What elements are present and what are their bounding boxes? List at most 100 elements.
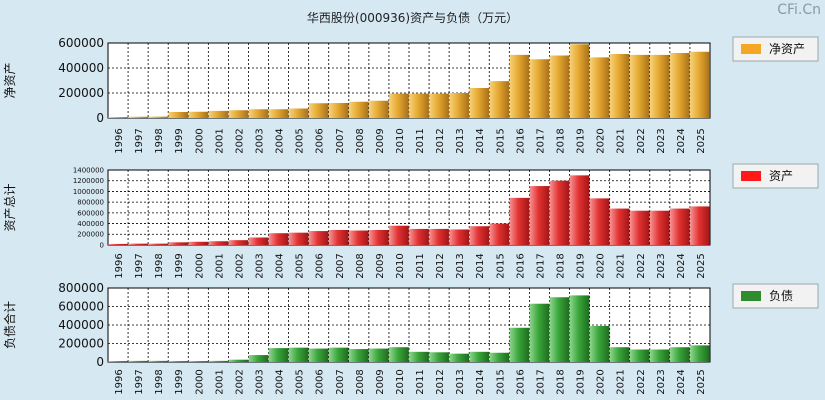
y-tick-label: 200000 bbox=[58, 337, 104, 351]
x-tick-label: 2009 bbox=[375, 369, 386, 394]
bar-liabilities-2001 bbox=[208, 360, 229, 362]
bar-net-assets-2018 bbox=[549, 55, 570, 118]
bar-liabilities-1998 bbox=[148, 360, 168, 362]
bar-assets-2017 bbox=[529, 186, 550, 245]
chart-title: 华西股份(000936)资产与负债（万元） bbox=[306, 11, 519, 25]
bar-net-assets-2001 bbox=[208, 110, 229, 118]
bar-liabilities-2018 bbox=[549, 297, 570, 362]
x-tick-label: 2012 bbox=[435, 369, 446, 394]
bar-assets-2008 bbox=[349, 230, 369, 245]
bar-liabilities-2006 bbox=[308, 348, 329, 362]
x-tick-label: 2022 bbox=[636, 369, 647, 394]
x-tick-label: 2008 bbox=[355, 369, 366, 394]
bar-assets-1998 bbox=[148, 243, 168, 245]
bar-assets-2025 bbox=[690, 206, 710, 245]
bar-liabilities-2005 bbox=[288, 347, 309, 362]
bar-net-assets-2025 bbox=[690, 51, 710, 118]
bar-assets-2023 bbox=[650, 210, 670, 245]
bar-liabilities-2024 bbox=[670, 347, 690, 362]
x-tick-label: 2010 bbox=[395, 369, 406, 394]
x-tick-label: 2025 bbox=[696, 369, 707, 394]
x-tick-label: 2014 bbox=[475, 128, 486, 153]
bar-net-assets-2003 bbox=[248, 109, 269, 118]
bar-liabilities-2020 bbox=[589, 325, 610, 362]
x-tick-label: 2011 bbox=[415, 253, 426, 278]
bar-assets-2020 bbox=[589, 198, 610, 245]
x-tick-label: 2013 bbox=[455, 128, 466, 153]
bar-assets-2013 bbox=[449, 229, 469, 245]
bar-net-assets-2012 bbox=[429, 93, 449, 118]
x-tick-label: 2008 bbox=[355, 128, 366, 153]
x-tick-label: 2013 bbox=[455, 253, 466, 278]
x-tick-label: 2007 bbox=[335, 369, 346, 394]
bar-assets-2014 bbox=[469, 226, 490, 245]
bar-assets-2005 bbox=[288, 232, 309, 245]
x-tick-label: 2003 bbox=[255, 369, 266, 394]
x-tick-label: 2024 bbox=[676, 369, 687, 394]
x-tick-label: 2004 bbox=[275, 128, 286, 153]
y-tick-label: 1000000 bbox=[73, 188, 104, 196]
bar-net-assets-2011 bbox=[409, 93, 429, 118]
x-tick-label: 2007 bbox=[335, 253, 346, 278]
x-tick-label: 2015 bbox=[495, 253, 506, 278]
x-tick-label: 2022 bbox=[636, 253, 647, 278]
x-tick-label: 2002 bbox=[234, 128, 245, 153]
x-tick-label: 2007 bbox=[335, 128, 346, 153]
bar-net-assets-2016 bbox=[509, 54, 530, 118]
y-tick-label: 0 bbox=[100, 241, 104, 249]
bar-liabilities-2002 bbox=[228, 359, 249, 362]
x-tick-label: 2014 bbox=[475, 253, 486, 278]
bar-assets-2002 bbox=[228, 240, 249, 245]
x-tick-label: 2000 bbox=[194, 369, 205, 394]
x-tick-label: 2024 bbox=[676, 253, 687, 278]
x-tick-label: 2018 bbox=[556, 128, 567, 153]
bar-net-assets-2017 bbox=[529, 59, 550, 118]
x-tick-label: 2019 bbox=[576, 253, 587, 278]
x-tick-label: 1998 bbox=[154, 369, 165, 394]
x-tick-label: 2005 bbox=[295, 128, 306, 153]
bar-liabilities-2021 bbox=[609, 347, 630, 362]
legend-swatch bbox=[741, 171, 761, 181]
x-tick-label: 2017 bbox=[535, 369, 546, 394]
bar-liabilities-1999 bbox=[168, 361, 189, 362]
x-tick-label: 2012 bbox=[435, 253, 446, 278]
legend-label: 资产 bbox=[769, 169, 793, 183]
y-tick-label: 400000 bbox=[58, 61, 104, 75]
y-tick-label: 1400000 bbox=[73, 166, 104, 174]
x-tick-label: 2008 bbox=[355, 253, 366, 278]
bar-assets-2009 bbox=[369, 230, 389, 245]
bar-net-assets-2005 bbox=[288, 108, 309, 118]
x-tick-label: 2006 bbox=[315, 253, 326, 278]
bar-net-assets-2020 bbox=[589, 57, 610, 118]
y-tick-label: 0 bbox=[96, 111, 104, 125]
x-tick-label: 1997 bbox=[134, 253, 145, 278]
x-tick-label: 1996 bbox=[114, 369, 125, 394]
bar-assets-2000 bbox=[188, 241, 209, 245]
x-tick-label: 2003 bbox=[255, 128, 266, 153]
bar-net-assets-2004 bbox=[268, 109, 289, 118]
bar-liabilities-2008 bbox=[349, 349, 369, 362]
x-tick-label: 2012 bbox=[435, 128, 446, 153]
bar-liabilities-2022 bbox=[629, 349, 650, 362]
legend-label: 净资产 bbox=[769, 42, 805, 56]
x-tick-label: 2020 bbox=[596, 128, 607, 153]
x-tick-label: 1996 bbox=[114, 128, 125, 153]
x-tick-label: 2020 bbox=[596, 253, 607, 278]
x-tick-label: 2002 bbox=[234, 369, 245, 394]
bar-assets-2001 bbox=[208, 241, 229, 245]
bar-net-assets-2008 bbox=[349, 101, 369, 118]
x-tick-label: 2011 bbox=[415, 128, 426, 153]
bar-liabilities-2012 bbox=[429, 352, 449, 362]
bar-assets-2018 bbox=[549, 180, 570, 245]
bar-liabilities-1997 bbox=[128, 360, 148, 362]
bar-net-assets-1999 bbox=[168, 112, 189, 118]
bar-assets-2024 bbox=[670, 208, 690, 245]
bar-assets-2022 bbox=[629, 210, 650, 245]
bar-liabilities-2010 bbox=[389, 347, 409, 362]
bar-net-assets-1997 bbox=[128, 116, 148, 118]
bar-liabilities-2003 bbox=[248, 355, 269, 362]
legend-label: 负债 bbox=[769, 289, 793, 303]
x-tick-label: 2011 bbox=[415, 369, 426, 394]
